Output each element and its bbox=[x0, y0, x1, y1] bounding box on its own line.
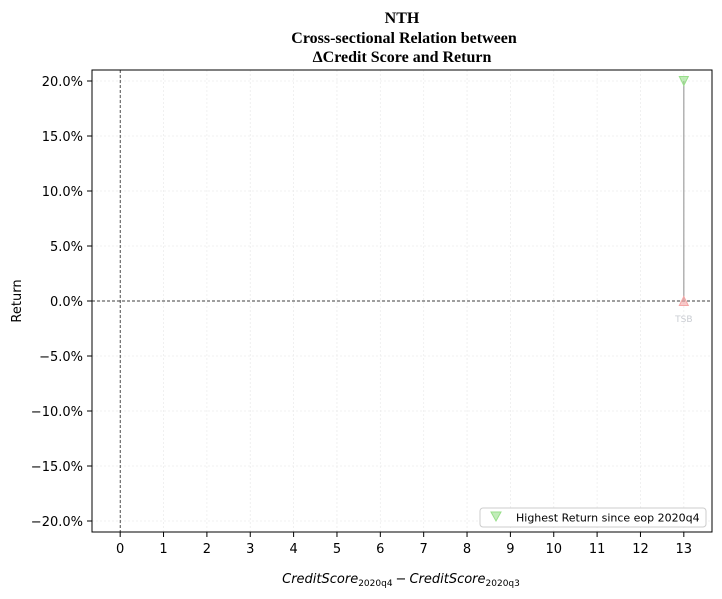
x-axis-ticks: 0 1 2 3 4 5 6 7 8 9 10 11 12 13 bbox=[116, 532, 692, 557]
y-tick-label: 0.0% bbox=[50, 295, 83, 310]
reference-lines bbox=[92, 70, 712, 532]
x-label-operator: − bbox=[396, 572, 407, 587]
legend-entry-label: Highest Return since eop 2020q4 bbox=[516, 512, 700, 525]
y-axis-ticks: −20.0% −15.0% −10.0% −5.0% 0.0% 5.0% 10.0% 15.0… bbox=[31, 75, 92, 530]
x-tick-label: 3 bbox=[246, 542, 254, 557]
legend: Highest Return since eop 2020q4 bbox=[479, 507, 707, 528]
chart-title-line-3: ΔCredit Score and Return bbox=[313, 49, 492, 66]
x-tick-label: 11 bbox=[589, 542, 606, 557]
y-axis-label: Return bbox=[10, 279, 25, 322]
x-tick-label: 8 bbox=[463, 542, 471, 557]
x-tick-label: 9 bbox=[506, 542, 514, 557]
legend-box bbox=[479, 507, 707, 528]
legend-marker-triangle-down bbox=[490, 511, 502, 523]
y-tick-label: −5.0% bbox=[39, 350, 83, 365]
x-tick-label: 12 bbox=[632, 542, 649, 557]
x-tick-label: 2 bbox=[203, 542, 211, 557]
x-tick-label: 13 bbox=[676, 542, 693, 557]
data-points bbox=[678, 76, 690, 306]
y-tick-label: 20.0% bbox=[42, 75, 83, 90]
x-axis-label: CreditScore2020q4− CreditScore2020q3 bbox=[282, 572, 520, 589]
x-tick-label: 5 bbox=[333, 542, 341, 557]
x-tick-label: 4 bbox=[289, 542, 297, 557]
y-tick-label: 5.0% bbox=[50, 240, 83, 255]
x-label-term-2: CreditScore bbox=[409, 572, 485, 587]
y-tick-label: −10.0% bbox=[31, 405, 83, 420]
y-tick-label: 15.0% bbox=[42, 130, 83, 145]
point-annotation: TSB bbox=[674, 315, 692, 325]
x-tick-label: 7 bbox=[420, 542, 428, 557]
x-label-sub-2: 2020q3 bbox=[486, 579, 520, 589]
y-tick-label: −15.0% bbox=[31, 460, 83, 475]
x-label-sub-1: 2020q4 bbox=[358, 579, 393, 589]
triangle-up-marker bbox=[678, 295, 690, 306]
x-tick-label: 1 bbox=[159, 542, 167, 557]
x-tick-label: 0 bbox=[116, 542, 124, 557]
y-tick-label: 10.0% bbox=[42, 185, 83, 200]
chart-title-line-2: Cross-sectional Relation between bbox=[291, 30, 517, 47]
annotations: TSB bbox=[674, 315, 692, 325]
y-tick-label: −20.0% bbox=[31, 515, 83, 530]
chart-title-line-1: NTH bbox=[385, 10, 420, 27]
x-label-term-1: CreditScore bbox=[282, 572, 358, 587]
x-tick-label: 10 bbox=[545, 542, 562, 557]
x-tick-label: 6 bbox=[376, 542, 384, 557]
triangle-down-marker bbox=[678, 76, 690, 87]
